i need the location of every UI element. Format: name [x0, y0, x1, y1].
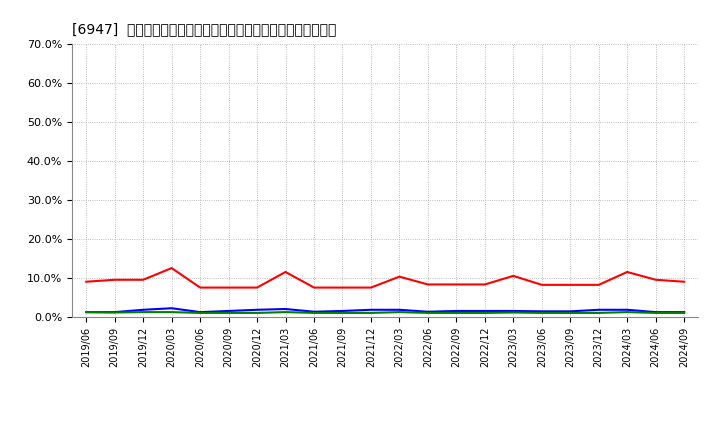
在庫 — [566, 309, 575, 314]
買入債務 — [537, 310, 546, 315]
買入債務 — [196, 310, 204, 315]
売上債権 — [338, 285, 347, 290]
買入債務 — [452, 310, 461, 315]
買入債務 — [566, 310, 575, 315]
買入債務 — [110, 310, 119, 315]
在庫 — [680, 309, 688, 315]
売上債権 — [509, 273, 518, 279]
売上債権 — [196, 285, 204, 290]
売上債権 — [680, 279, 688, 284]
買入債務 — [310, 310, 318, 315]
売上債権 — [139, 277, 148, 282]
Line: 売上債権: 売上債権 — [86, 268, 684, 288]
買入債務 — [680, 310, 688, 315]
売上債権 — [395, 274, 404, 279]
在庫 — [595, 307, 603, 312]
買入債務 — [509, 310, 518, 315]
売上債権 — [623, 269, 631, 275]
売上債権 — [225, 285, 233, 290]
在庫 — [537, 309, 546, 314]
買入債務 — [595, 310, 603, 315]
売上債権 — [537, 282, 546, 287]
在庫 — [509, 308, 518, 314]
Text: [6947]  売上債権、在庫、買入債務の総資産に対する比率の推移: [6947] 売上債権、在庫、買入債務の総資産に対する比率の推移 — [72, 22, 336, 36]
売上債権 — [452, 282, 461, 287]
在庫 — [225, 308, 233, 314]
買入債務 — [282, 309, 290, 315]
Legend: 売上債権, 在庫, 買入債務: 売上債権, 在庫, 買入債務 — [256, 438, 515, 440]
売上債権 — [253, 285, 261, 290]
在庫 — [282, 306, 290, 312]
買入債務 — [652, 310, 660, 315]
買入債務 — [253, 310, 261, 315]
売上債権 — [82, 279, 91, 284]
在庫 — [110, 309, 119, 315]
在庫 — [452, 308, 461, 314]
在庫 — [338, 308, 347, 314]
在庫 — [652, 309, 660, 315]
買入債務 — [480, 310, 489, 315]
Line: 在庫: 在庫 — [86, 308, 684, 312]
在庫 — [423, 309, 432, 314]
買入債務 — [366, 310, 375, 315]
在庫 — [366, 307, 375, 312]
在庫 — [82, 309, 91, 315]
売上債権 — [110, 277, 119, 282]
買入債務 — [395, 309, 404, 315]
売上債権 — [423, 282, 432, 287]
買入債務 — [225, 310, 233, 315]
買入債務 — [167, 309, 176, 315]
売上債権 — [566, 282, 575, 287]
買入債務 — [423, 310, 432, 315]
売上債権 — [310, 285, 318, 290]
在庫 — [623, 307, 631, 312]
在庫 — [310, 309, 318, 314]
売上債権 — [652, 277, 660, 282]
在庫 — [480, 308, 489, 314]
買入債務 — [338, 310, 347, 315]
買入債務 — [139, 309, 148, 315]
在庫 — [167, 306, 176, 311]
売上債権 — [366, 285, 375, 290]
在庫 — [253, 307, 261, 312]
在庫 — [196, 309, 204, 315]
売上債権 — [282, 269, 290, 275]
売上債権 — [595, 282, 603, 287]
Line: 買入債務: 買入債務 — [86, 312, 684, 313]
売上債権 — [480, 282, 489, 287]
在庫 — [139, 307, 148, 312]
買入債務 — [82, 309, 91, 315]
買入債務 — [623, 309, 631, 315]
在庫 — [395, 307, 404, 312]
売上債権 — [167, 265, 176, 271]
